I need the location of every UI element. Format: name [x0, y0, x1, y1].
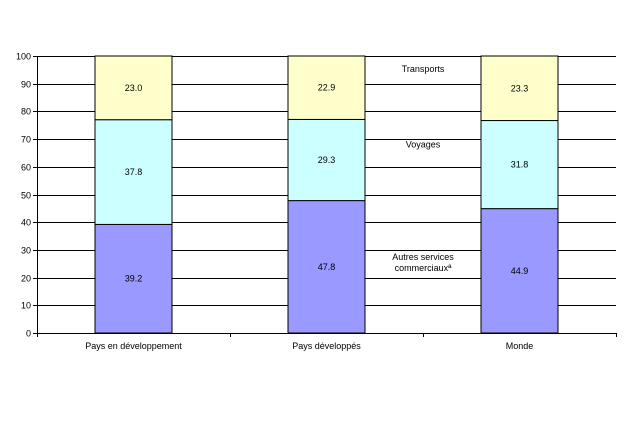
y-tick-label: 100: [16, 52, 31, 62]
bars: 39.2 37.8 23.0 47.8 29.3 22.9 44.9 31.8 23.3: [94, 55, 559, 334]
x-category-label: Pays développés: [292, 341, 361, 351]
data-label: 39.2: [125, 274, 143, 284]
data-label: 37.8: [125, 167, 143, 177]
y-tick-labels: 0 10 20 30 40 50 60 70 80 90 100: [16, 52, 31, 339]
y-tick-label: 50: [21, 191, 31, 201]
bar-segment: [94, 119, 173, 225]
data-label: 47.8: [318, 262, 336, 272]
series-label: commerciauxª: [395, 263, 453, 273]
bar-segment: [287, 55, 366, 120]
y-tick-label: 80: [21, 107, 31, 117]
y-tick-label: 90: [21, 80, 31, 90]
bar-segment: [480, 55, 559, 122]
data-label: 29.3: [318, 155, 336, 165]
data-label: 44.9: [511, 266, 529, 276]
data-label: 22.9: [318, 83, 336, 93]
data-label: 23.0: [125, 83, 143, 93]
bar-segment: [480, 120, 559, 210]
y-tick-label: 30: [21, 246, 31, 256]
y-tick-label: 10: [21, 301, 31, 311]
y-tick-label: 20: [21, 274, 31, 284]
series-label: Voyages: [406, 139, 441, 149]
data-label: 31.8: [511, 160, 529, 170]
x-category-label: Pays en développement: [85, 341, 182, 351]
bar-segment: [287, 118, 366, 202]
y-tick-label: 60: [21, 163, 31, 173]
series-label: Autres services: [392, 252, 454, 262]
y-tick-label: 40: [21, 218, 31, 228]
bar-segment: [94, 55, 173, 121]
series-label: Transports: [402, 64, 445, 74]
x-category-labels: Pays en développement Pays développés Mond…: [85, 341, 533, 351]
y-tick-label: 0: [26, 329, 31, 339]
data-label: 23.3: [511, 83, 529, 93]
bar-segment: [480, 208, 559, 334]
axes: [33, 56, 617, 337]
y-tick-label: 70: [21, 135, 31, 145]
x-category-label: Monde: [506, 341, 534, 351]
bar-segment: [287, 200, 366, 334]
